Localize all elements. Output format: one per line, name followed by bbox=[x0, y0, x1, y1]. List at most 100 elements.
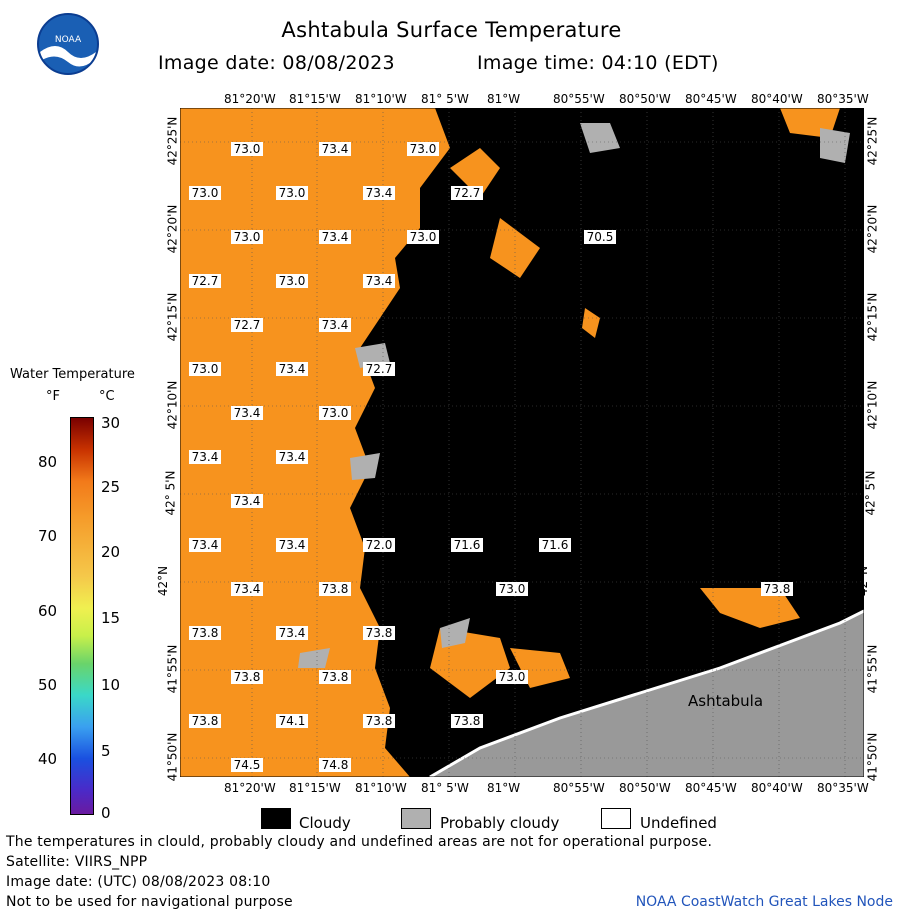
lon-tick-bottom: 81°15'W bbox=[289, 781, 341, 795]
temp-label: 72.7 bbox=[451, 186, 483, 200]
lat-tick-left: 42°10'N bbox=[165, 380, 180, 430]
temp-label: 73.8 bbox=[363, 626, 395, 640]
svg-text:73.8: 73.8 bbox=[192, 714, 219, 728]
lat-tick-left: 42°25'N bbox=[165, 116, 180, 166]
svg-text:74.5: 74.5 bbox=[234, 758, 261, 772]
temp-label: 73.4 bbox=[276, 626, 308, 640]
temp-label: 73.4 bbox=[231, 582, 263, 596]
temp-label: 73.0 bbox=[276, 274, 308, 288]
temp-label: 73.4 bbox=[276, 450, 308, 464]
temp-label: 74.5 bbox=[231, 758, 263, 772]
svg-text:73.4: 73.4 bbox=[279, 626, 306, 640]
credit: NOAA CoastWatch Great Lakes Node bbox=[635, 894, 893, 910]
svg-text:73.4: 73.4 bbox=[192, 450, 219, 464]
c-tick-label: 20 bbox=[101, 543, 121, 561]
svg-text:72.7: 72.7 bbox=[234, 318, 261, 332]
temp-label: 72.0 bbox=[363, 538, 395, 552]
svg-text:73.0: 73.0 bbox=[192, 186, 219, 200]
lon-tick-top: 80°45'W bbox=[685, 92, 737, 106]
temp-label: 73.0 bbox=[276, 186, 308, 200]
cloudy-swatch bbox=[261, 808, 291, 829]
svg-text:72.7: 72.7 bbox=[454, 186, 481, 200]
svg-text:74.1: 74.1 bbox=[279, 714, 306, 728]
svg-text:73.8: 73.8 bbox=[764, 582, 791, 596]
lat-tick-right: 41°50'N bbox=[865, 732, 880, 782]
temp-label: 73.8 bbox=[189, 714, 221, 728]
c-tick-label: 0 bbox=[101, 804, 111, 822]
noaa-logo: NOAA bbox=[36, 12, 100, 80]
lat-tick-left: 41°55'N bbox=[165, 644, 180, 694]
temp-label: 73.4 bbox=[319, 230, 351, 244]
temp-label: 73.4 bbox=[276, 538, 308, 552]
svg-text:73.0: 73.0 bbox=[499, 582, 526, 596]
svg-text:73.4: 73.4 bbox=[192, 538, 219, 552]
svg-text:73.8: 73.8 bbox=[192, 626, 219, 640]
c-tick-label: 30 bbox=[101, 414, 121, 432]
nav-warning: Not to be used for navigational purpose bbox=[6, 894, 293, 910]
lat-tick-right: 42° 5'N bbox=[863, 470, 878, 516]
c-tick-label: 5 bbox=[101, 742, 111, 760]
lon-tick-top: 80°35'W bbox=[817, 92, 869, 106]
satellite-info: Satellite: VIIRS_NPP bbox=[6, 854, 148, 870]
unit-c: °C bbox=[99, 389, 115, 404]
disclaimer-note: The temperatures in clould, probably clo… bbox=[6, 834, 713, 850]
lon-tick-top: 81°W bbox=[487, 92, 521, 106]
temp-label: 73.4 bbox=[363, 186, 395, 200]
svg-text:71.6: 71.6 bbox=[454, 538, 481, 552]
svg-text:72.7: 72.7 bbox=[192, 274, 219, 288]
temp-label: 73.8 bbox=[363, 714, 395, 728]
lon-tick-top: 81°15'W bbox=[289, 92, 341, 106]
lon-tick-bottom: 81° 5'W bbox=[421, 781, 469, 795]
lon-tick-bottom: 81°20'W bbox=[224, 781, 276, 795]
lon-tick-top: 80°55'W bbox=[553, 92, 605, 106]
svg-text:73.0: 73.0 bbox=[234, 230, 261, 244]
svg-text:73.4: 73.4 bbox=[234, 582, 261, 596]
temp-label: 73.4 bbox=[189, 450, 221, 464]
utc-date: Image date: (UTC) 08/08/2023 08:10 bbox=[6, 874, 271, 890]
f-tick-label: 60 bbox=[38, 602, 58, 620]
svg-text:73.4: 73.4 bbox=[366, 186, 393, 200]
svg-text:73.0: 73.0 bbox=[234, 142, 261, 156]
lat-tick-right: 42°10'N bbox=[865, 380, 880, 430]
temp-label: 72.7 bbox=[189, 274, 221, 288]
lon-tick-top: 81° 5'W bbox=[421, 92, 469, 106]
svg-text:73.4: 73.4 bbox=[234, 406, 261, 420]
lon-tick-bottom: 80°45'W bbox=[685, 781, 737, 795]
temp-label: 73.8 bbox=[319, 670, 351, 684]
unit-f: °F bbox=[46, 389, 60, 404]
svg-text:70.5: 70.5 bbox=[587, 230, 614, 244]
color-scale-bar bbox=[70, 417, 94, 815]
temp-label: 73.0 bbox=[407, 230, 439, 244]
temp-label: 72.7 bbox=[363, 362, 395, 376]
svg-text:73.4: 73.4 bbox=[279, 450, 306, 464]
svg-text:73.0: 73.0 bbox=[410, 230, 437, 244]
temp-label: 73.8 bbox=[761, 582, 793, 596]
svg-text:72.7: 72.7 bbox=[366, 362, 393, 376]
temp-label: 73.4 bbox=[189, 538, 221, 552]
temp-label: 73.8 bbox=[319, 582, 351, 596]
land-area bbox=[430, 611, 864, 777]
temp-label: 71.6 bbox=[539, 538, 571, 552]
c-tick-label: 15 bbox=[101, 609, 121, 627]
lon-tick-top: 80°50'W bbox=[619, 92, 671, 106]
lon-tick-top: 80°40'W bbox=[751, 92, 803, 106]
svg-text:73.8: 73.8 bbox=[322, 670, 349, 684]
temp-label: 71.6 bbox=[451, 538, 483, 552]
temp-label: 73.8 bbox=[451, 714, 483, 728]
f-tick-label: 40 bbox=[38, 750, 58, 768]
temp-label: 73.8 bbox=[189, 626, 221, 640]
svg-text:73.4: 73.4 bbox=[234, 494, 261, 508]
temp-label: 73.0 bbox=[407, 142, 439, 156]
image-time: Image time: 04:10 (EDT) bbox=[477, 52, 719, 74]
svg-text:73.4: 73.4 bbox=[279, 538, 306, 552]
temp-label: 74.8 bbox=[319, 758, 351, 772]
f-tick-label: 50 bbox=[38, 676, 58, 694]
svg-text:71.6: 71.6 bbox=[542, 538, 569, 552]
temp-label: 73.0 bbox=[189, 186, 221, 200]
cloudy-label: Cloudy bbox=[299, 814, 351, 832]
lat-tick-right: 41°55'N bbox=[865, 644, 880, 694]
svg-text:73.4: 73.4 bbox=[322, 230, 349, 244]
lat-tick-right: 42°15'N bbox=[865, 292, 880, 342]
temp-label: 73.0 bbox=[496, 670, 528, 684]
svg-text:73.0: 73.0 bbox=[499, 670, 526, 684]
